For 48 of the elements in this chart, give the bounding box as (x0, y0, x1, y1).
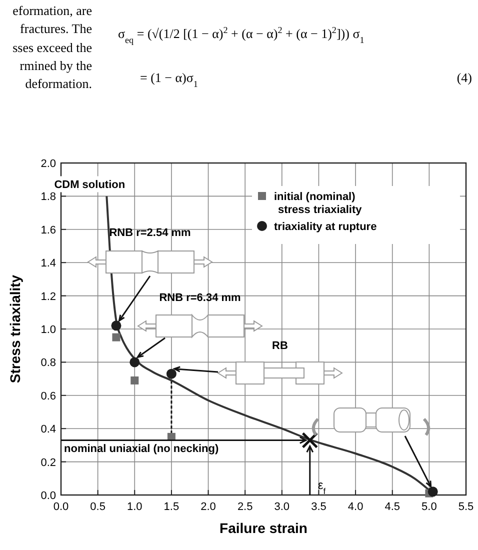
text: deformation. (25, 76, 92, 91)
x-tick-label: 2.0 (200, 501, 216, 513)
y-tick-label: 0.0 (40, 490, 56, 502)
y-tick-label: 1.4 (40, 258, 56, 270)
ref-line-label: ε$_{f}$ (318, 478, 326, 496)
text: eformation, are (12, 3, 92, 18)
y-tick-label: 0.2 (40, 456, 56, 469)
annotation: CDM solution (54, 179, 126, 192)
x-tick-label: 0.5 (90, 501, 106, 513)
y-tick-label: 1.6 (40, 224, 56, 236)
x-tick-label: 5.5 (458, 501, 474, 513)
text: fractures. The (20, 21, 92, 36)
point (166, 368, 176, 379)
y-tick-label: 1.8 (40, 191, 56, 204)
x-axis-title: Failure strain (220, 520, 308, 536)
x-tick-label: 4.5 (384, 501, 400, 513)
text: rmined by the (20, 58, 92, 73)
annotation: RB (272, 340, 288, 352)
x-tick-label: 3.0 (274, 501, 290, 513)
point (112, 333, 120, 342)
y-tick-label: 0.8 (40, 357, 56, 370)
y-tick-label: 2.0 (40, 158, 56, 170)
point (302, 432, 318, 448)
annotation: RNB r=6.34 mm (159, 292, 242, 304)
y-tick-label: 1.2 (40, 290, 56, 303)
x-tick-label: 5.0 (422, 501, 437, 513)
text: (4) (456, 70, 472, 85)
x-tick-label: 0.0 (53, 501, 69, 513)
legend-label: triaxiality at rupture (274, 221, 377, 233)
x-tick-label: 1.5 (164, 501, 180, 513)
y-tick-label: 0.4 (40, 424, 56, 436)
text: sses exceed the (12, 40, 92, 55)
y-axis-title: Stress triaxiality (7, 274, 23, 384)
text: σ$_{eq}$ = (√(1/2 [(1 − α)$^{2}$ + (α − α)$^{2}$ + (α − 1)$^{2}$])) σ$_{1}$ (118, 25, 364, 45)
x-tick-label: 3.5 (311, 501, 326, 513)
ref-line-label: nominal uniaxial (no necking) (64, 443, 219, 456)
annotation: RNB r=2.54 mm (109, 227, 192, 239)
point (130, 376, 139, 384)
text: = (1 − α)σ$_{1}$ (140, 70, 198, 89)
y-tick-label: 0.6 (40, 390, 56, 402)
x-tick-label: 1.0 (126, 501, 142, 513)
legend-label: initial (nominal) stress triaxiality (274, 191, 363, 216)
y-tick-label: 1.0 (40, 324, 56, 336)
point (130, 357, 140, 368)
x-tick-label: 2.5 (237, 501, 253, 513)
point (428, 486, 438, 497)
x-tick-label: 4.0 (348, 501, 364, 513)
point (111, 320, 122, 331)
